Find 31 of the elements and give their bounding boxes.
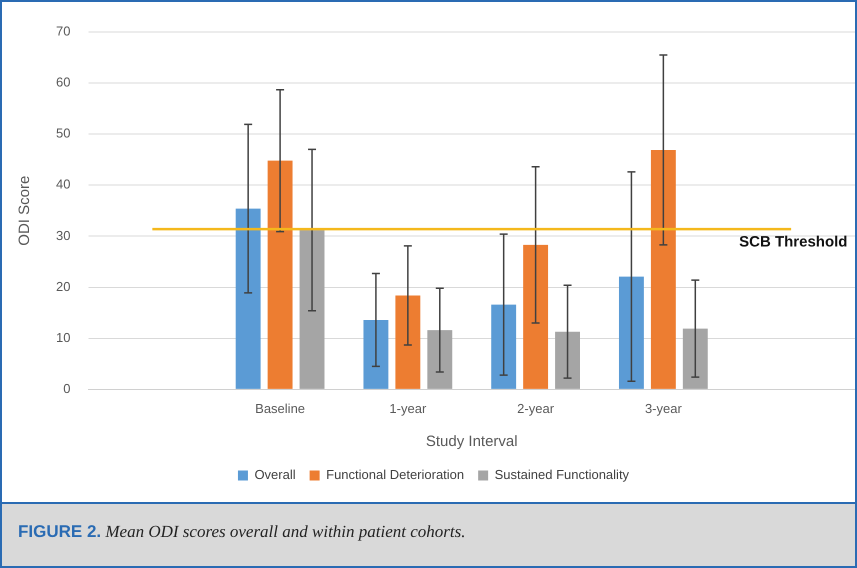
y-tick-label: 20 — [56, 278, 70, 294]
bar — [363, 320, 388, 389]
x-tick-label: 2-year — [517, 400, 555, 416]
legend-label: Functional Deterioration — [326, 467, 464, 482]
bar — [427, 330, 452, 389]
x-tick-label: Baseline — [255, 400, 306, 416]
bar — [555, 332, 580, 389]
bar — [236, 208, 261, 389]
bar — [523, 244, 548, 389]
bar — [650, 150, 676, 389]
caption: FIGURE 2. Mean ODI scores overall and within patient cohorts. — [18, 522, 466, 541]
bar — [491, 304, 516, 389]
bar — [682, 328, 708, 389]
y-tick-label: 50 — [56, 126, 70, 141]
bar — [268, 160, 293, 389]
bar — [300, 230, 324, 389]
x-tick-label: 3-year — [644, 400, 682, 416]
bar — [618, 276, 644, 389]
x-axis-title: Study Interval — [426, 433, 518, 450]
y-axis-title: ODI Score — [16, 176, 34, 246]
legend-label: Overall — [254, 467, 296, 482]
y-tick-label: 70 — [56, 24, 70, 39]
y-tick-label: 0 — [63, 380, 70, 396]
y-tick-label: 60 — [56, 74, 70, 90]
x-tick-label: 1-year — [389, 400, 427, 416]
y-tick-label: 10 — [56, 330, 70, 345]
y-tick-label: 40 — [56, 176, 70, 192]
legend-label: Sustained Functionality — [494, 467, 630, 482]
y-tick-label: 30 — [56, 228, 70, 243]
ref-line-label: SCB Threshold — [739, 234, 848, 251]
bar — [395, 295, 420, 389]
